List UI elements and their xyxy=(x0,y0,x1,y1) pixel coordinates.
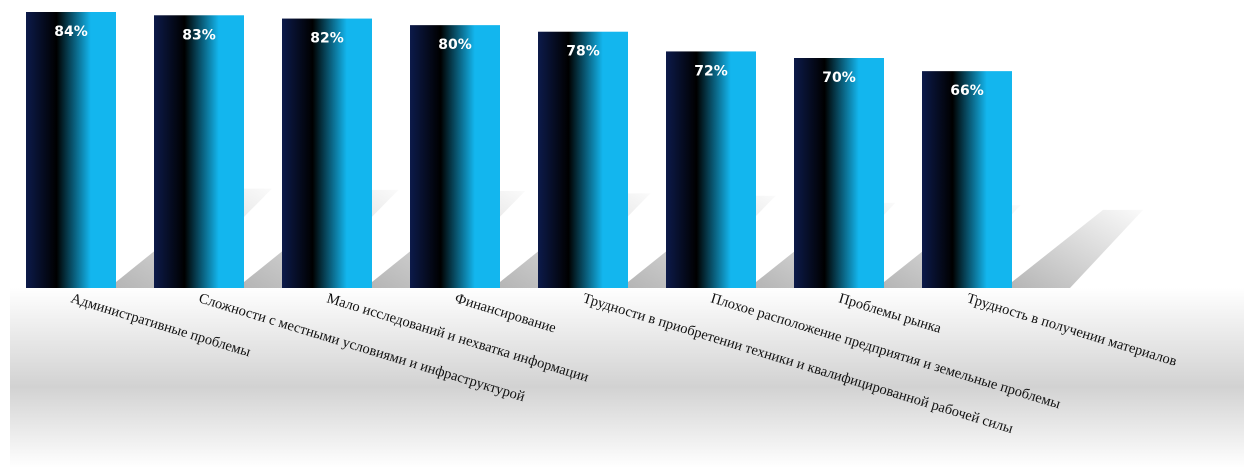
data-label: 66% xyxy=(950,83,984,99)
bar xyxy=(794,58,884,288)
bar xyxy=(538,31,628,288)
data-label: 82% xyxy=(310,31,344,47)
data-label: 70% xyxy=(822,70,856,86)
floor-band xyxy=(10,288,1244,468)
bar xyxy=(666,51,756,288)
bar xyxy=(410,25,500,289)
bar xyxy=(154,15,244,289)
bar-shadow xyxy=(1012,209,1144,288)
bar xyxy=(922,71,1012,289)
data-label: 72% xyxy=(694,63,728,79)
value-labels: 84% 83% 82% 80% 78% 72% 70% 66% xyxy=(54,24,984,99)
bars xyxy=(26,12,1012,289)
bar xyxy=(282,18,372,288)
data-label: 84% xyxy=(54,24,88,40)
data-label: 80% xyxy=(438,37,472,53)
bar xyxy=(26,12,116,288)
data-label: 83% xyxy=(182,27,216,43)
data-label: 78% xyxy=(566,44,600,60)
